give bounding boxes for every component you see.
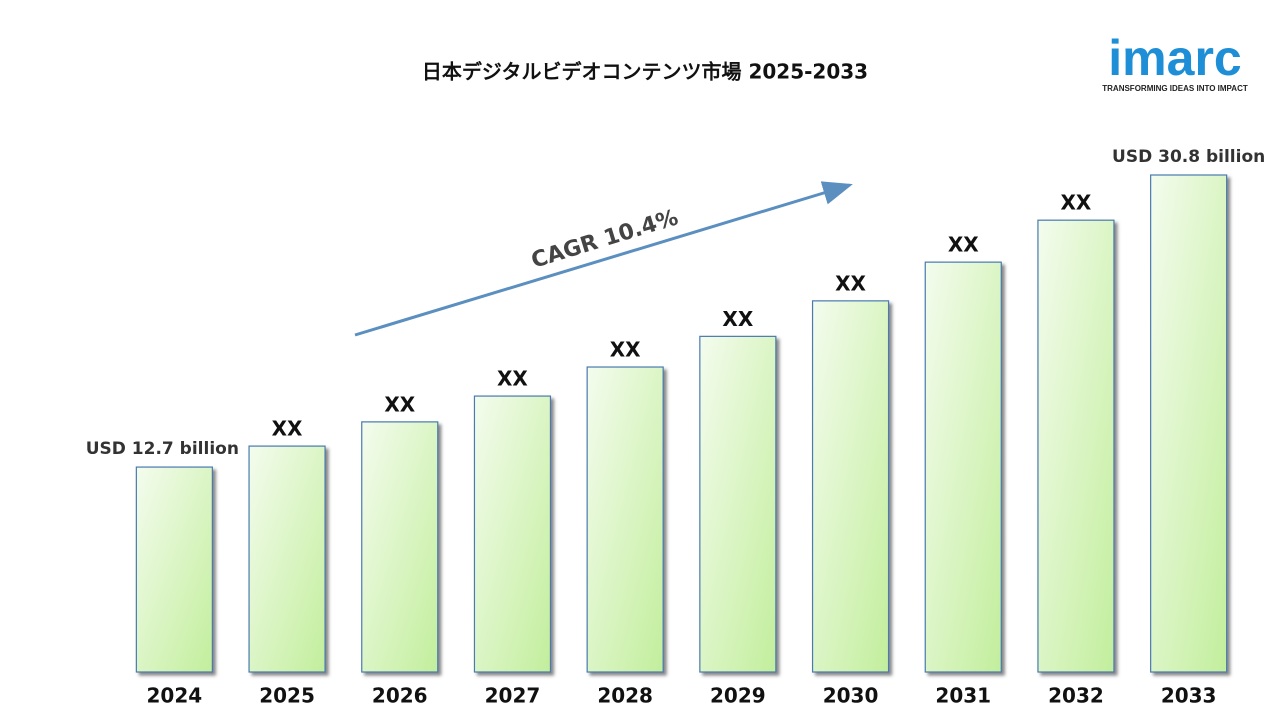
value-label: XX (835, 271, 866, 295)
bar (699, 335, 777, 673)
bar (473, 395, 552, 673)
chart-title: 日本デジタルビデオコンテンツ市場 2025-2033 (422, 60, 868, 84)
bar (586, 366, 664, 673)
value-label: XX (722, 307, 753, 331)
cagr-label: CAGR 10.4% (528, 205, 681, 273)
bar (811, 300, 890, 673)
logo-text: imarc (1108, 30, 1241, 86)
bar (135, 466, 213, 673)
bar (1150, 174, 1228, 673)
x-tick-label: 2031 (935, 684, 991, 708)
x-tick-label: 2030 (823, 684, 879, 708)
value-label: XX (384, 392, 415, 416)
cagr-arrow (354, 181, 853, 337)
x-tick-label: 2029 (710, 684, 766, 708)
value-label: XX (1061, 191, 1092, 215)
bar (361, 421, 439, 673)
bar (1037, 219, 1115, 673)
x-tick-label: 2033 (1161, 684, 1217, 708)
value-label: USD 30.8 billion (1112, 147, 1265, 167)
value-label: USD 12.7 billion (86, 439, 239, 459)
value-label: XX (948, 233, 979, 257)
x-tick-label: 2032 (1048, 684, 1104, 708)
logo-tagline: TRANSFORMING IDEAS INTO IMPACT (1102, 84, 1248, 93)
value-label: XX (497, 367, 528, 391)
bar (248, 445, 326, 673)
value-label: XX (272, 417, 303, 441)
x-tick-label: 2026 (372, 684, 428, 708)
x-tick-label: 2027 (485, 684, 541, 708)
x-tick-label: 2024 (147, 684, 203, 708)
bar (924, 261, 1002, 673)
value-label: XX (610, 338, 641, 362)
x-tick-label: 2028 (597, 684, 653, 708)
x-tick-label: 2025 (259, 684, 315, 708)
